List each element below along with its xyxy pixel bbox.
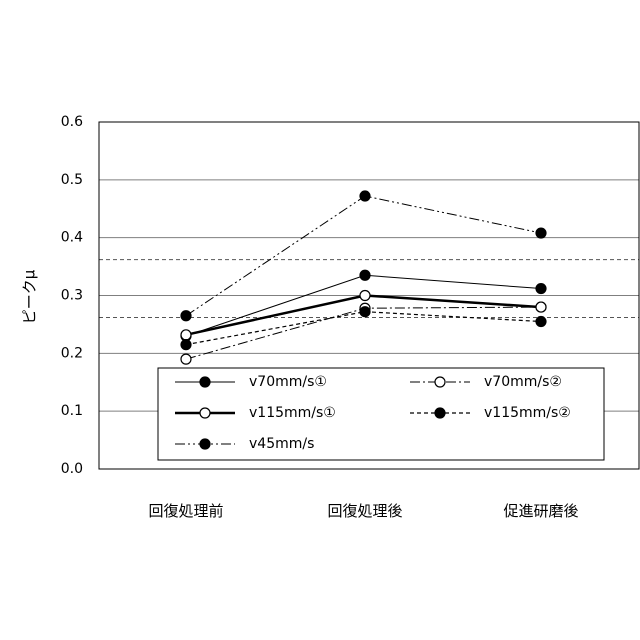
data-point xyxy=(181,354,191,364)
x-category-label: 促進研磨後 xyxy=(503,502,578,520)
y-axis-label: ピークμ xyxy=(21,269,39,324)
data-point xyxy=(360,291,370,301)
y-tick-label: 0.5 xyxy=(61,172,83,188)
data-point xyxy=(536,228,546,238)
legend-label: v70mm/s① xyxy=(249,374,327,390)
y-tick-label: 0.4 xyxy=(61,230,83,246)
legend-marker xyxy=(435,377,445,387)
x-category-label: 回復処理後 xyxy=(327,502,402,520)
legend-label: v45mm/s xyxy=(249,436,314,452)
legend-marker xyxy=(435,408,445,418)
data-point xyxy=(181,330,191,340)
data-point xyxy=(536,302,546,312)
data-point xyxy=(536,284,546,294)
legend-marker xyxy=(200,439,210,449)
x-category-labels: 回復処理前 回復処理後 促進研磨後 xyxy=(148,502,578,520)
y-tick-label: 0.3 xyxy=(61,288,83,304)
data-point xyxy=(360,191,370,201)
legend-label: v115mm/s① xyxy=(249,405,336,421)
y-tick-label: 0.2 xyxy=(61,345,83,361)
legend: v70mm/s① v70mm/s② v115mm/s① v115mm/s② v45mm/… xyxy=(158,368,604,460)
x-category-label: 回復処理前 xyxy=(148,502,223,520)
data-point xyxy=(360,270,370,280)
y-tick-labels: 0.0 0.1 0.2 0.3 0.4 0.5 0.6 xyxy=(61,114,83,477)
y-tick-label: 0.6 xyxy=(61,114,83,130)
y-tick-label: 0.1 xyxy=(61,403,83,419)
data-point xyxy=(181,340,191,350)
data-point xyxy=(360,307,370,317)
legend-marker xyxy=(200,377,210,387)
legend-label: v115mm/s② xyxy=(484,405,571,421)
data-point xyxy=(536,317,546,327)
legend-label: v70mm/s② xyxy=(484,374,562,390)
legend-marker xyxy=(200,408,210,418)
data-point xyxy=(181,311,191,321)
y-tick-label: 0.0 xyxy=(61,461,83,477)
series-layer xyxy=(181,191,546,364)
